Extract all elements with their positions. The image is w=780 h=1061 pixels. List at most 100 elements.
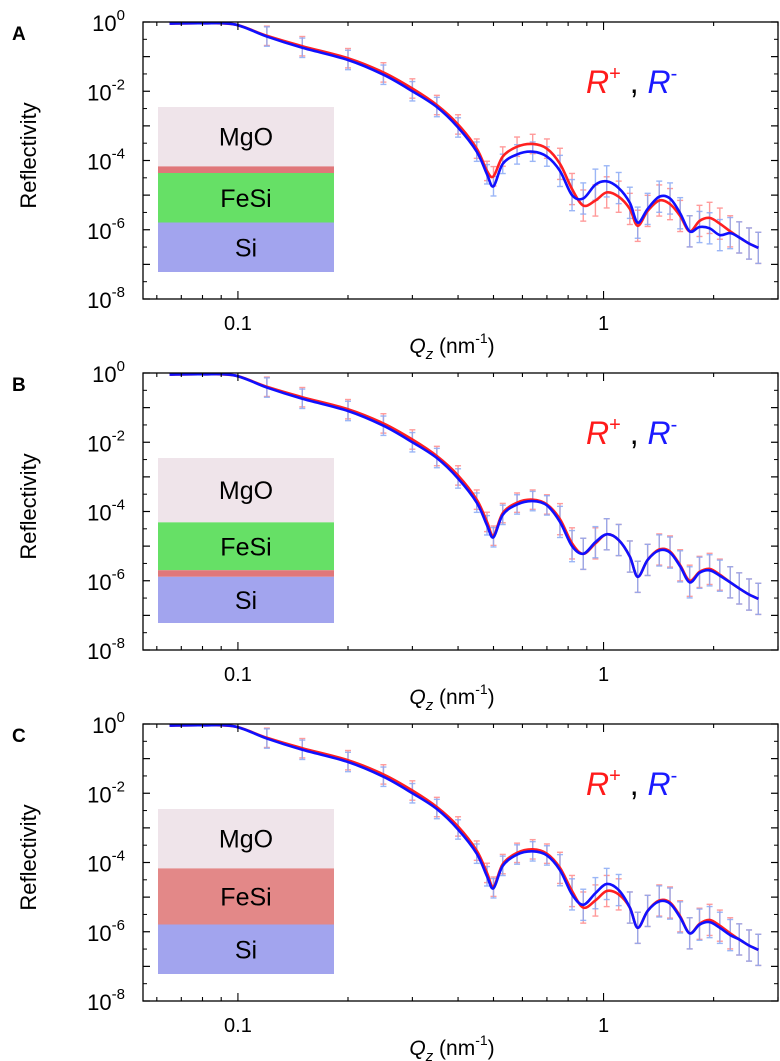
layer-label: Si (235, 936, 257, 964)
y-tick-base: 10 (87, 990, 111, 1015)
x-axis-symbol: Q (409, 686, 425, 709)
legend-r-plus-sup: + (609, 63, 621, 85)
x-axis-unit-close: ) (488, 686, 495, 709)
y-tick-base: 10 (87, 219, 111, 244)
y-tick-label: 10-4 (87, 497, 125, 526)
y-tick-exponent: 0 (117, 358, 125, 375)
y-tick-base: 10 (87, 431, 111, 456)
layer-stack: MgO FeSi Si (158, 107, 334, 272)
x-axis-unit: (nm (433, 1037, 475, 1060)
y-tick-base: 10 (87, 570, 111, 595)
layer-fesi (158, 173, 334, 223)
y-tick-exponent: 0 (117, 7, 125, 24)
x-axis-unit-close: ) (488, 335, 495, 358)
x-tick-label: 1 (598, 1015, 609, 1037)
y-tick-base: 10 (87, 80, 111, 105)
y-tick-exponent: -6 (112, 215, 125, 232)
y-tick-label: 10-8 (87, 284, 125, 313)
legend-r-minus: R (647, 415, 670, 451)
layer-si (158, 576, 334, 623)
legend-r-minus: R (647, 766, 670, 802)
y-tick-base: 10 (87, 852, 111, 877)
x-tick-label: 0.1 (224, 313, 252, 335)
layer-label: FeSi (220, 883, 271, 911)
y-tick-base: 10 (92, 713, 116, 738)
series-line-r-plus (169, 21, 759, 250)
y-tick-label: 10-2 (87, 778, 125, 807)
legend-r-minus-sup: - (671, 765, 678, 787)
y-tick-label: 100 (92, 709, 125, 738)
x-tick-label: 1 (598, 313, 609, 335)
y-tick-exponent: -4 (112, 146, 125, 163)
y-tick-exponent: -6 (112, 917, 125, 934)
legend-separator: , (621, 415, 648, 451)
y-tick-label: 10-6 (87, 917, 125, 946)
series-line-r-minus (169, 21, 759, 250)
y-tick-label: 100 (92, 358, 125, 387)
interface-layer (158, 570, 334, 577)
x-axis-unit-close: ) (488, 1037, 495, 1060)
y-tick-exponent: -4 (112, 497, 125, 514)
panel-label: B (12, 375, 26, 396)
interface-layer (158, 166, 334, 173)
legend-r-minus: R (647, 64, 670, 100)
layer-label: Si (235, 587, 257, 615)
x-axis-symbol: Q (409, 1037, 425, 1060)
y-tick-base: 10 (87, 501, 111, 526)
y-tick-base: 10 (87, 150, 111, 175)
y-tick-exponent: -2 (112, 778, 125, 795)
x-axis-subscript: z (425, 346, 434, 363)
y-tick-base: 10 (87, 921, 111, 946)
y-axis-label: Reflectivity (16, 453, 41, 559)
y-tick-base: 10 (87, 639, 111, 664)
y-tick-label: 10-4 (87, 848, 125, 877)
y-tick-base: 10 (87, 782, 111, 807)
legend-separator: , (621, 766, 648, 802)
y-tick-label: 10-8 (87, 986, 125, 1015)
y-tick-exponent: -8 (112, 284, 125, 301)
layer-mgo (158, 458, 334, 523)
y-tick-exponent: -4 (112, 848, 125, 865)
layer-mgo (158, 809, 334, 869)
layer-label: MgO (219, 477, 273, 505)
legend-r-plus: R (586, 766, 609, 802)
y-tick-exponent: -6 (112, 566, 125, 583)
y-axis-label: Reflectivity (16, 804, 41, 910)
series-line-r-minus (169, 372, 759, 601)
legend-r-plus-sup: + (609, 765, 621, 787)
legend-r-plus-sup: + (609, 414, 621, 436)
y-tick-exponent: 0 (117, 709, 125, 726)
layer-label: Si (235, 234, 257, 262)
legend-r-plus: R (586, 64, 609, 100)
legend-r-plus: R (586, 415, 609, 451)
y-tick-exponent: -8 (112, 986, 125, 1003)
layer-label: MgO (219, 124, 273, 152)
x-axis-unit-exponent: -1 (475, 1032, 488, 1048)
x-axis-label: Qz (nm-1) (409, 1032, 494, 1061)
legend-r-minus-sup: - (671, 63, 678, 85)
x-axis-unit-exponent: -1 (475, 330, 488, 346)
layer-label: MgO (219, 826, 273, 854)
x-axis-subscript: z (425, 697, 434, 714)
x-axis-unit: (nm (433, 335, 475, 358)
layer-stack: MgO FeSi Si (158, 458, 334, 623)
y-tick-base: 10 (92, 362, 116, 387)
y-tick-base: 10 (92, 11, 116, 36)
layer-label: FeSi (220, 185, 271, 213)
y-tick-exponent: -2 (112, 76, 125, 93)
legend: R+ , R- (586, 63, 677, 100)
series-line-r-minus (169, 723, 759, 952)
x-tick-label: 1 (598, 664, 609, 686)
y-tick-exponent: -8 (112, 635, 125, 652)
y-tick-label: 10-2 (87, 427, 125, 456)
x-axis-unit: (nm (433, 686, 475, 709)
legend-r-minus-sup: - (671, 414, 678, 436)
y-tick-exponent: -2 (112, 427, 125, 444)
legend: R+ , R- (586, 765, 677, 802)
layer-fesi (158, 868, 334, 925)
x-axis-unit-exponent: -1 (475, 681, 488, 697)
legend: R+ , R- (586, 414, 677, 451)
panel-label: A (12, 24, 26, 45)
